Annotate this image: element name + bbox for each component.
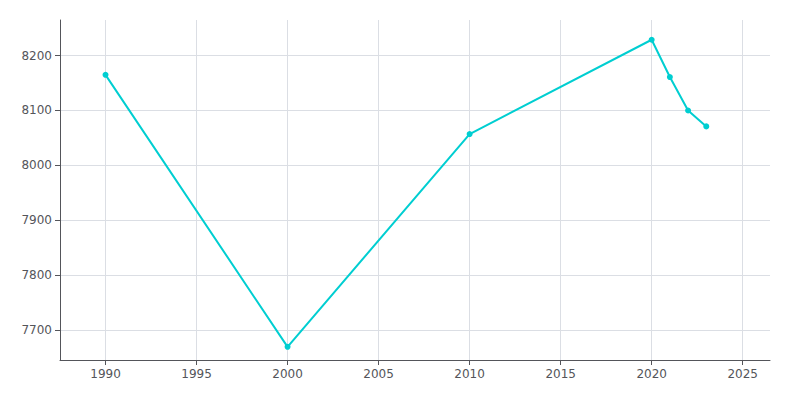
svg-text:8000: 8000 [21,158,52,172]
svg-text:2000: 2000 [272,367,303,381]
svg-text:2005: 2005 [363,367,394,381]
svg-text:7800: 7800 [21,268,52,282]
svg-text:2020: 2020 [636,367,667,381]
svg-text:7700: 7700 [21,323,52,337]
svg-text:2025: 2025 [727,367,758,381]
svg-text:2010: 2010 [454,367,485,381]
svg-text:1990: 1990 [90,367,121,381]
svg-text:8200: 8200 [21,49,52,63]
svg-text:8100: 8100 [21,103,52,117]
svg-text:2015: 2015 [545,367,576,381]
svg-text:7900: 7900 [21,213,52,227]
svg-text:1995: 1995 [181,367,212,381]
